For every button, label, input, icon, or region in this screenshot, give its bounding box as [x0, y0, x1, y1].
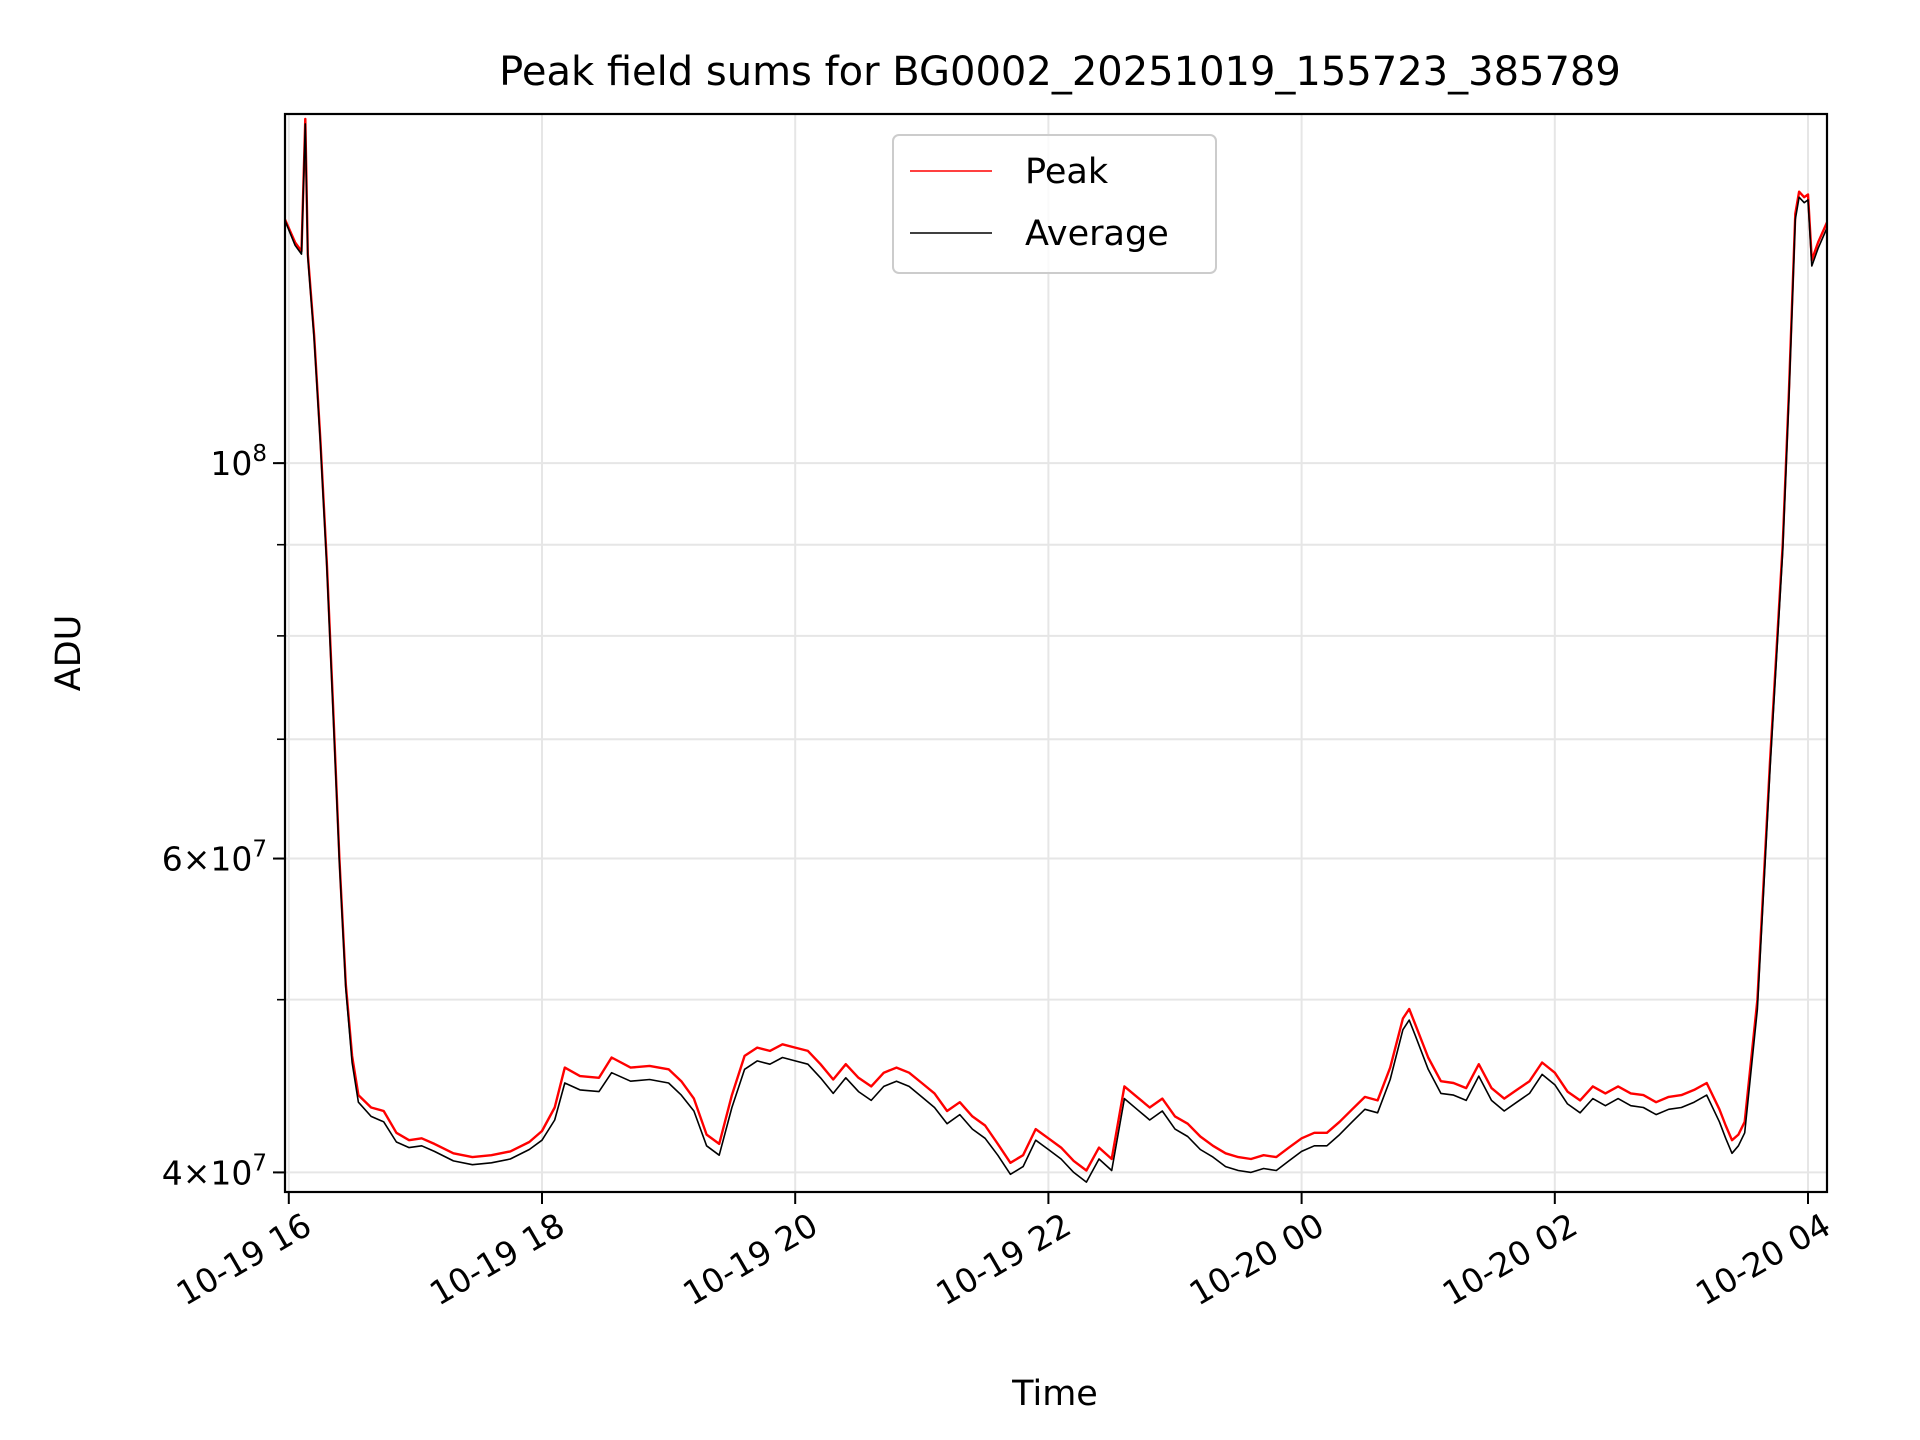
chart: Peak field sums for BG0002_20251019_1557… [0, 0, 1920, 1440]
legend-label-peak: Peak [1025, 152, 1109, 192]
y-tick-label: 6×107 [162, 837, 267, 879]
chart-title: Peak field sums for BG0002_20251019_1557… [499, 49, 1621, 95]
legend-label-average: Average [1025, 214, 1169, 254]
y-tick-label: 4×107 [162, 1150, 267, 1192]
x-axis-title: Time [1011, 1374, 1098, 1414]
legend: Peak Average [893, 135, 1216, 273]
y-axis-title: ADU [49, 615, 89, 692]
